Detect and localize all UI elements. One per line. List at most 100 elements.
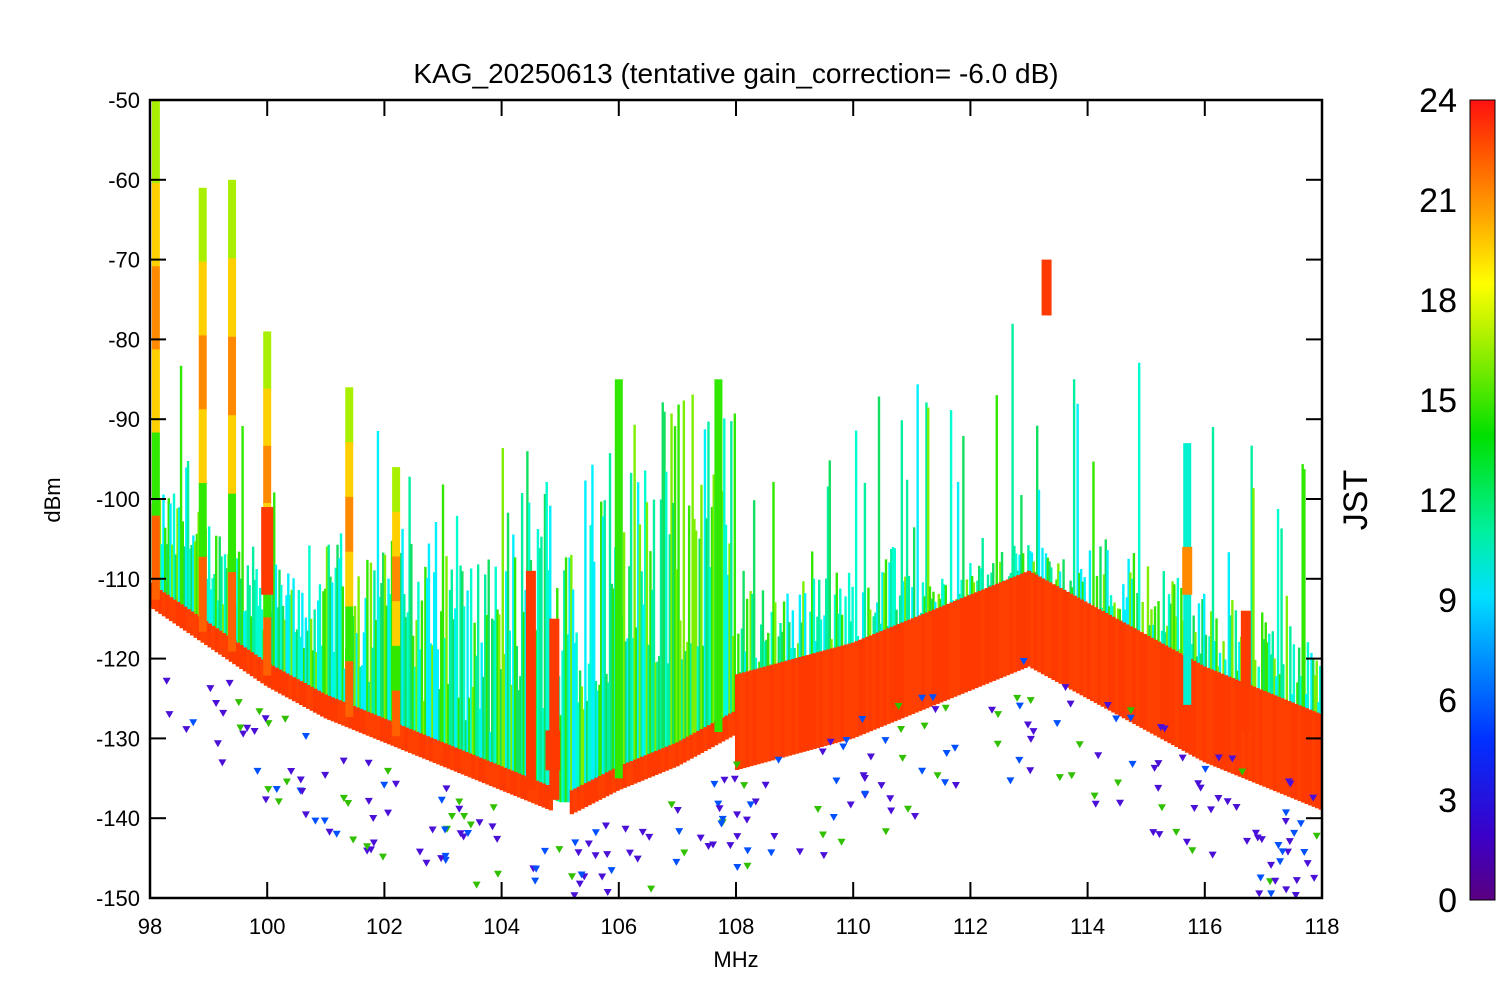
noise-floor-mark bbox=[218, 630, 223, 655]
strong-peak-segment bbox=[228, 258, 237, 338]
noise-floor-mark bbox=[214, 628, 220, 653]
noise-floor-mark bbox=[1079, 599, 1084, 696]
low-outlier-mark bbox=[1303, 860, 1312, 868]
signal-column bbox=[1312, 658, 1315, 759]
y-axis-label: dBm bbox=[40, 477, 65, 522]
noise-floor-mark bbox=[749, 670, 754, 767]
signal-column bbox=[424, 566, 427, 748]
noise-floor-mark bbox=[235, 642, 241, 667]
low-outlier-mark bbox=[1029, 728, 1038, 736]
signal-column bbox=[162, 494, 165, 604]
noise-floor-mark bbox=[791, 658, 796, 755]
noise-floor-mark bbox=[1230, 678, 1236, 774]
noise-floor-mark bbox=[1160, 643, 1165, 740]
noise-floor-mark bbox=[601, 774, 606, 799]
signal-column bbox=[656, 661, 659, 763]
signal-column bbox=[723, 418, 726, 729]
signal-column bbox=[684, 650, 687, 750]
signal-column bbox=[427, 543, 431, 749]
signal-column bbox=[668, 534, 671, 758]
noise-floor-mark bbox=[1248, 685, 1253, 782]
noise-floor-mark bbox=[225, 635, 230, 660]
signal-column bbox=[566, 634, 570, 803]
noise-floor-mark bbox=[1294, 703, 1299, 800]
signal-column bbox=[508, 630, 512, 782]
noise-floor-mark bbox=[1100, 611, 1106, 707]
signal-column bbox=[1301, 464, 1304, 755]
noise-floor-mark bbox=[675, 742, 680, 767]
signal-column bbox=[1036, 425, 1039, 624]
low-outlier-mark bbox=[621, 825, 630, 833]
signal-column bbox=[661, 402, 664, 761]
signal-column bbox=[573, 642, 577, 801]
noise-floor-mark bbox=[921, 613, 926, 710]
signal-column bbox=[893, 548, 897, 674]
low-outlier-mark bbox=[732, 761, 741, 769]
signal-column bbox=[749, 591, 752, 719]
noise-floor-mark bbox=[545, 785, 550, 809]
signal-column bbox=[332, 651, 336, 710]
signal-column bbox=[316, 600, 320, 703]
noise-floor-mark bbox=[1202, 666, 1207, 763]
low-outlier-mark bbox=[714, 800, 723, 808]
noise-floor-mark bbox=[1220, 673, 1225, 770]
signal-column bbox=[540, 536, 543, 795]
colorbar-tick-label: 21 bbox=[1419, 182, 1457, 220]
signal-column bbox=[285, 595, 288, 686]
noise-floor-mark bbox=[604, 772, 610, 797]
low-outlier-mark bbox=[887, 807, 896, 815]
signal-column bbox=[712, 474, 715, 735]
noise-floor-mark bbox=[745, 671, 750, 768]
y-tick-label: -80 bbox=[108, 327, 140, 352]
y-tick-label: -60 bbox=[108, 168, 140, 193]
signal-column bbox=[378, 597, 381, 729]
signal-column bbox=[745, 598, 749, 720]
signal-column bbox=[1268, 633, 1271, 741]
noise-floor-mark bbox=[1255, 688, 1260, 784]
low-outlier-mark bbox=[920, 722, 929, 730]
signal-column bbox=[624, 641, 628, 776]
signal-column bbox=[658, 656, 661, 762]
signal-column bbox=[810, 551, 814, 702]
noise-floor-mark bbox=[316, 690, 321, 715]
noise-floor-mark bbox=[1177, 653, 1183, 749]
signal-column bbox=[1211, 426, 1215, 718]
low-outlier-mark bbox=[1075, 741, 1084, 749]
noise-floor-mark bbox=[756, 668, 761, 765]
low-outlier-mark bbox=[540, 905, 548, 912]
noise-floor-mark bbox=[161, 592, 167, 617]
x-tick-label: 110 bbox=[836, 914, 871, 939]
low-outlier-mark bbox=[537, 903, 545, 910]
strong-peak-segment bbox=[345, 387, 354, 444]
noise-floor-mark bbox=[425, 736, 430, 761]
noise-floor-mark bbox=[843, 644, 849, 741]
signal-column bbox=[186, 460, 190, 621]
signal-column bbox=[1132, 553, 1136, 676]
signal-column bbox=[503, 654, 506, 780]
signal-column bbox=[362, 632, 366, 723]
signal-column bbox=[331, 582, 334, 710]
strong-peak-segment bbox=[198, 187, 207, 263]
noise-floor-mark bbox=[281, 671, 286, 696]
signal-column bbox=[498, 614, 501, 778]
low-outlier-mark bbox=[842, 737, 851, 745]
signal-column bbox=[1129, 572, 1132, 674]
low-outlier-mark bbox=[720, 776, 729, 784]
low-outlier-mark bbox=[680, 849, 689, 857]
signal-column bbox=[433, 572, 436, 751]
signal-column bbox=[478, 708, 482, 770]
signal-column bbox=[506, 512, 510, 781]
low-outlier-mark bbox=[1283, 848, 1292, 856]
low-outlier-mark bbox=[881, 828, 890, 836]
low-outlier-mark bbox=[988, 706, 997, 714]
signal-column bbox=[195, 533, 199, 627]
signal-column bbox=[1092, 461, 1095, 654]
signal-column bbox=[905, 479, 909, 669]
low-outlier-mark bbox=[1256, 874, 1265, 882]
colorbar-tick-label: 9 bbox=[1438, 582, 1457, 620]
low-outlier-mark bbox=[1271, 877, 1280, 885]
signal-column bbox=[728, 543, 731, 726]
signal-column bbox=[1250, 445, 1253, 734]
low-outlier-mark bbox=[951, 781, 960, 789]
signal-column bbox=[726, 574, 729, 727]
